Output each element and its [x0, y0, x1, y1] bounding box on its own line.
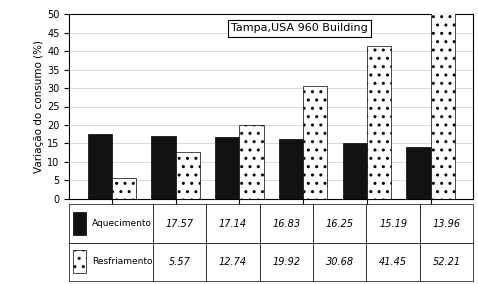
Text: 52.21: 52.21 — [433, 257, 461, 267]
Bar — [279, 139, 303, 199]
Bar — [367, 46, 391, 199]
Text: 19.92: 19.92 — [272, 257, 301, 267]
Text: 5.57: 5.57 — [169, 257, 191, 267]
Bar — [152, 135, 175, 199]
Y-axis label: Variação do consumo (%): Variação do consumo (%) — [34, 40, 44, 173]
Text: Tampa,USA 960 Building: Tampa,USA 960 Building — [231, 24, 368, 34]
Bar — [74, 250, 86, 273]
Bar — [303, 85, 327, 199]
Bar — [406, 147, 431, 199]
Bar — [175, 152, 200, 199]
Bar — [343, 143, 367, 199]
Text: Resfriamento: Resfriamento — [92, 258, 152, 266]
Text: 13.96: 13.96 — [433, 219, 461, 229]
Text: 15.19: 15.19 — [379, 219, 407, 229]
Bar — [87, 134, 112, 199]
Bar — [74, 212, 86, 235]
Text: 41.45: 41.45 — [379, 257, 407, 267]
Text: Aquecimento: Aquecimento — [92, 219, 152, 228]
Bar — [112, 178, 136, 199]
Bar — [215, 137, 239, 199]
Bar — [239, 125, 263, 199]
Text: 12.74: 12.74 — [219, 257, 247, 267]
Text: 16.25: 16.25 — [326, 219, 354, 229]
Text: 17.57: 17.57 — [165, 219, 194, 229]
Text: 16.83: 16.83 — [272, 219, 301, 229]
Text: 30.68: 30.68 — [326, 257, 354, 267]
Bar — [431, 6, 455, 199]
Text: 17.14: 17.14 — [219, 219, 247, 229]
